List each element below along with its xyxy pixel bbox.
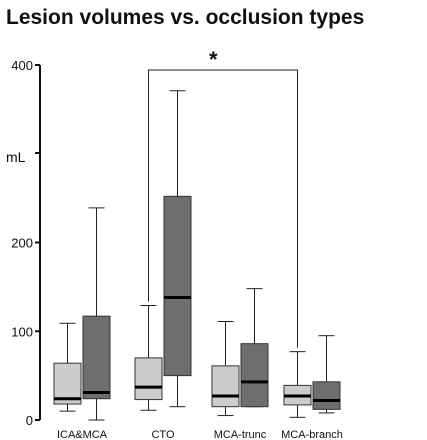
box-ica-mca-s2 (82, 207, 111, 421)
y-tick-label: 400 (11, 58, 33, 73)
axis: 0 100 200 400 (11, 58, 41, 428)
x-tick-label: CTO (151, 429, 174, 440)
y-tick-label: 200 (11, 236, 33, 251)
box-cto-s2 (163, 90, 192, 408)
x-tick-label: ICA&MCA (57, 429, 108, 440)
box-iqr (312, 381, 341, 410)
x-tick-label: MCA-trunc (214, 429, 267, 440)
x-tick-label: MCA-branch (281, 429, 343, 440)
box-iqr (82, 315, 111, 400)
box-mca-trunc-s2 (240, 288, 269, 408)
box-mca-branch-s2 (312, 335, 341, 414)
significance-bracket-line (148, 69, 298, 348)
y-tick-label: 0 (26, 413, 33, 428)
y-axis-label: mL (6, 149, 26, 165)
box-mca-trunc-s1 (211, 320, 240, 417)
box-cto-s1 (134, 305, 163, 411)
significance-star: * (209, 47, 218, 72)
chart-title: Lesion volumes vs. occlusion types (6, 6, 364, 29)
box-iqr (211, 365, 240, 408)
box-iqr (134, 357, 163, 401)
box-ica-mca-s1 (53, 322, 82, 412)
box-mca-branch-s1 (283, 351, 312, 418)
box-iqr (163, 195, 192, 377)
boxplots (53, 90, 341, 421)
category-labels: ICA&MCA CTO MCA-trunc MCA-branch (57, 429, 343, 440)
significance-bracket (148, 69, 298, 348)
box-iqr (240, 343, 269, 408)
y-tick-label: 100 (11, 324, 33, 339)
